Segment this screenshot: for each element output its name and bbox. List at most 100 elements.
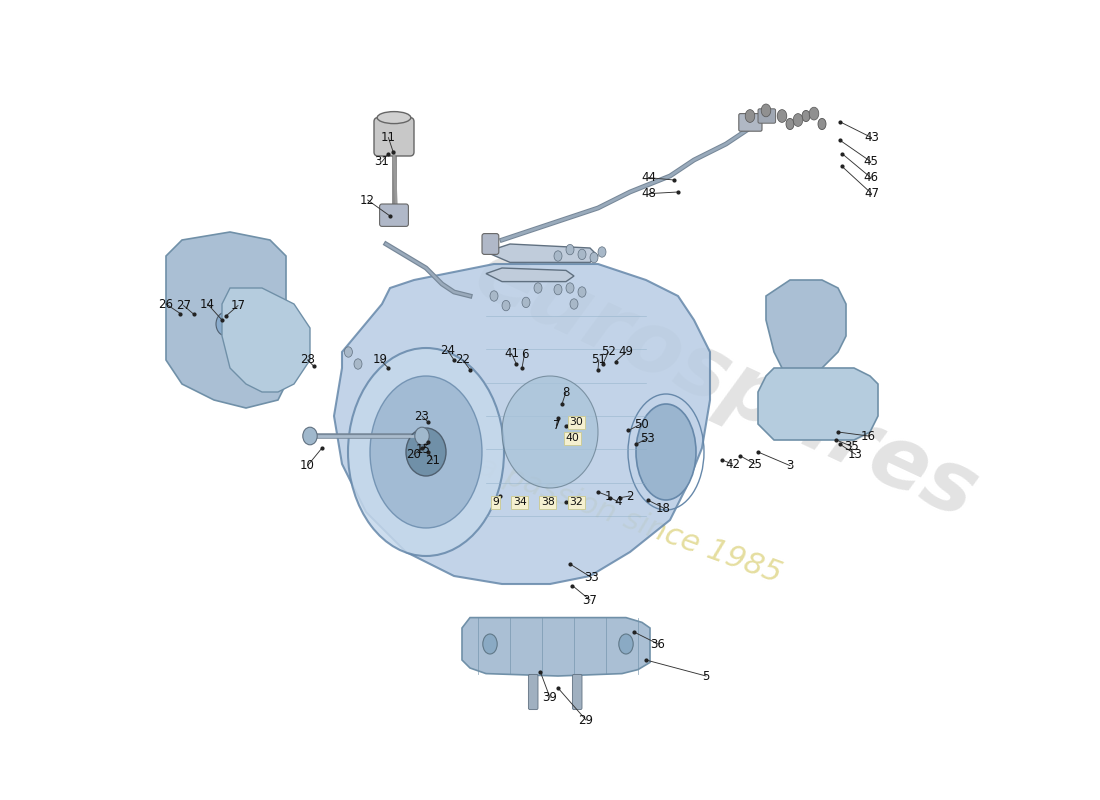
FancyBboxPatch shape — [758, 109, 776, 123]
Ellipse shape — [793, 114, 803, 126]
Ellipse shape — [566, 282, 574, 294]
Text: 20: 20 — [407, 448, 421, 461]
Polygon shape — [486, 268, 574, 282]
Text: 27: 27 — [176, 299, 191, 312]
Text: 16: 16 — [861, 430, 876, 442]
Ellipse shape — [761, 104, 771, 117]
Ellipse shape — [810, 107, 818, 120]
Text: 36: 36 — [650, 638, 666, 650]
Ellipse shape — [619, 634, 634, 654]
Ellipse shape — [778, 110, 786, 122]
Text: 19: 19 — [373, 354, 388, 366]
Text: 28: 28 — [300, 354, 315, 366]
Ellipse shape — [578, 286, 586, 298]
FancyBboxPatch shape — [374, 118, 414, 156]
FancyBboxPatch shape — [379, 204, 408, 226]
Text: 47: 47 — [865, 187, 879, 200]
Text: 26: 26 — [158, 298, 174, 310]
Text: 18: 18 — [657, 502, 671, 514]
Text: 33: 33 — [584, 571, 600, 584]
Text: 2: 2 — [626, 490, 634, 502]
Text: 25: 25 — [747, 458, 762, 470]
Text: 23: 23 — [415, 410, 429, 422]
Text: 39: 39 — [542, 691, 558, 704]
Polygon shape — [462, 618, 650, 676]
Text: 12: 12 — [360, 194, 375, 206]
Ellipse shape — [786, 118, 794, 130]
Ellipse shape — [348, 348, 504, 556]
Ellipse shape — [802, 110, 810, 122]
Ellipse shape — [415, 427, 429, 445]
Ellipse shape — [522, 297, 530, 307]
Text: 24: 24 — [440, 344, 455, 357]
Text: 45: 45 — [864, 155, 878, 168]
Ellipse shape — [578, 249, 586, 259]
Text: 53: 53 — [640, 432, 654, 445]
Text: 40: 40 — [565, 434, 580, 443]
FancyBboxPatch shape — [572, 674, 582, 710]
Text: a passion since 1985: a passion since 1985 — [474, 451, 785, 589]
Ellipse shape — [370, 376, 482, 528]
Ellipse shape — [554, 284, 562, 294]
Text: 29: 29 — [579, 714, 594, 726]
Text: 11: 11 — [381, 131, 396, 144]
Ellipse shape — [778, 110, 786, 122]
Ellipse shape — [818, 118, 826, 130]
Ellipse shape — [354, 358, 362, 369]
Ellipse shape — [216, 312, 236, 336]
Text: 7: 7 — [552, 419, 560, 432]
Text: 32: 32 — [570, 498, 583, 507]
Text: 6: 6 — [520, 348, 528, 361]
Text: 43: 43 — [865, 131, 879, 144]
Text: 4: 4 — [614, 495, 622, 508]
FancyBboxPatch shape — [739, 114, 762, 131]
Text: 42: 42 — [725, 458, 740, 470]
Polygon shape — [758, 368, 878, 440]
Text: 13: 13 — [848, 448, 864, 461]
Text: 49: 49 — [618, 346, 634, 358]
Ellipse shape — [598, 246, 606, 258]
Text: 46: 46 — [864, 171, 878, 184]
Text: 44: 44 — [641, 171, 656, 184]
Ellipse shape — [745, 110, 755, 122]
Polygon shape — [486, 244, 598, 262]
Text: 51: 51 — [592, 354, 606, 366]
Ellipse shape — [302, 427, 317, 445]
Text: 3: 3 — [786, 459, 794, 472]
Text: 1: 1 — [605, 490, 612, 502]
Text: 31: 31 — [375, 155, 389, 168]
Ellipse shape — [534, 282, 542, 294]
Text: 22: 22 — [455, 354, 471, 366]
Polygon shape — [222, 288, 310, 392]
Text: 34: 34 — [513, 498, 527, 507]
Ellipse shape — [406, 428, 446, 476]
Ellipse shape — [483, 634, 497, 654]
Text: 21: 21 — [425, 454, 440, 466]
Ellipse shape — [570, 299, 578, 310]
FancyBboxPatch shape — [528, 674, 538, 710]
Text: 52: 52 — [601, 346, 616, 358]
Polygon shape — [166, 232, 286, 408]
Ellipse shape — [344, 346, 352, 357]
Ellipse shape — [636, 404, 696, 500]
FancyBboxPatch shape — [482, 234, 498, 254]
Polygon shape — [766, 280, 846, 384]
Polygon shape — [334, 264, 710, 584]
Text: 8: 8 — [562, 386, 570, 398]
Ellipse shape — [502, 376, 598, 488]
Text: 38: 38 — [541, 498, 554, 507]
Text: eurospares: eurospares — [462, 231, 990, 537]
Text: 5: 5 — [702, 670, 710, 682]
Text: 10: 10 — [300, 459, 315, 472]
Text: 35: 35 — [844, 440, 859, 453]
Text: 30: 30 — [570, 418, 583, 427]
Text: 50: 50 — [634, 418, 649, 430]
Ellipse shape — [554, 250, 562, 261]
Text: 48: 48 — [641, 187, 657, 200]
Text: 9: 9 — [492, 498, 499, 507]
Text: 37: 37 — [583, 594, 597, 606]
Text: 41: 41 — [504, 347, 519, 360]
Text: 15: 15 — [416, 443, 431, 456]
Text: 14: 14 — [200, 298, 216, 310]
Ellipse shape — [566, 245, 574, 255]
